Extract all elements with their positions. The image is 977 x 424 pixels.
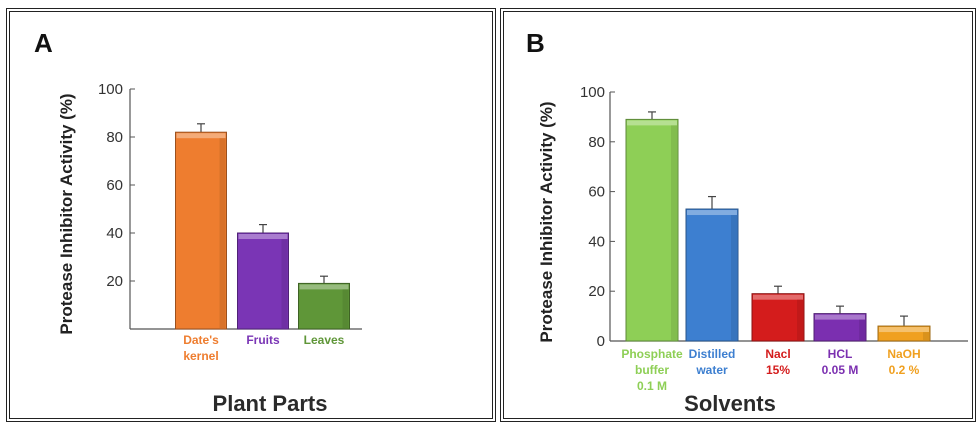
y-tick-label: 20 [106, 273, 123, 290]
panel-label-a: A [34, 28, 53, 58]
bar-shade [731, 215, 737, 340]
bar-highlight [299, 284, 349, 290]
bar [175, 131, 227, 330]
category-label: 0.2 % [889, 363, 920, 377]
bar-shade [342, 289, 349, 328]
bar-shade [671, 125, 677, 340]
y-tick-label: 100 [580, 84, 605, 101]
y-tick-label: 100 [98, 81, 123, 98]
x-axis-title-b: Solvents [684, 391, 776, 416]
bar-highlight [687, 210, 737, 216]
category-label: Nacl [765, 347, 790, 361]
y-tick-label: 60 [588, 184, 605, 201]
bar [751, 293, 805, 342]
category-label: Fruits [246, 333, 280, 347]
bar-shade [923, 332, 929, 340]
bars-group-b: 0 20 40 60 80 100 Phosphate buffer 0.1 M Distille… [580, 84, 931, 393]
category-label: kernel [183, 349, 218, 363]
bars-group-a: 20 40 60 80 100 Date's kernel Fruits Leaves [98, 81, 350, 363]
y-axis-label-b: Protease Inhibitor Activity (%) [537, 101, 556, 342]
category-label: 15% [766, 363, 790, 377]
bar [298, 282, 350, 330]
y-tick-label: 80 [588, 134, 605, 151]
y-tick-label: 60 [106, 177, 123, 194]
panel-label-b: B [526, 28, 545, 58]
bar-highlight [753, 294, 803, 300]
category-label: Date's [183, 333, 219, 347]
y-tick-label: 0 [597, 333, 605, 350]
category-label: Distilled [689, 347, 736, 361]
category-label: Phosphate [621, 347, 683, 361]
category-label: NaOH [887, 347, 920, 361]
y-axis-label-a: Protease Inhibitor Activity (%) [57, 93, 76, 334]
category-label: HCL [828, 347, 853, 361]
bar-highlight [176, 133, 226, 139]
category-label: Leaves [304, 333, 345, 347]
panel-b: B Protease Inhibitor Activity (%) Solven… [500, 8, 976, 422]
bar-highlight [627, 120, 677, 126]
y-tick-label: 80 [106, 129, 123, 146]
y-tick-label: 40 [588, 233, 605, 250]
y-tick-label: 40 [106, 225, 123, 242]
bar-highlight [879, 327, 929, 333]
bar [237, 232, 289, 330]
panel-a: A Protease Inhibitor Activity (%) Plant … [6, 8, 496, 422]
chart-a: A Protease Inhibitor Activity (%) Plant … [34, 28, 362, 416]
bar-highlight [815, 314, 865, 320]
chart-b: B Protease Inhibitor Activity (%) Solven… [526, 28, 968, 416]
category-label: buffer [635, 363, 669, 377]
bar-shade [219, 138, 226, 328]
bar-shade [797, 299, 803, 340]
bar-shade [859, 319, 865, 340]
bar-shade [281, 239, 288, 328]
category-label: water [695, 363, 728, 377]
category-label: 0.1 M [637, 379, 667, 393]
category-label: 0.05 M [822, 363, 859, 377]
bar-highlight [238, 234, 288, 239]
x-axis-title-a: Plant Parts [213, 391, 328, 416]
bar [625, 118, 679, 342]
y-tick-label: 20 [588, 283, 605, 300]
bar [685, 208, 739, 342]
